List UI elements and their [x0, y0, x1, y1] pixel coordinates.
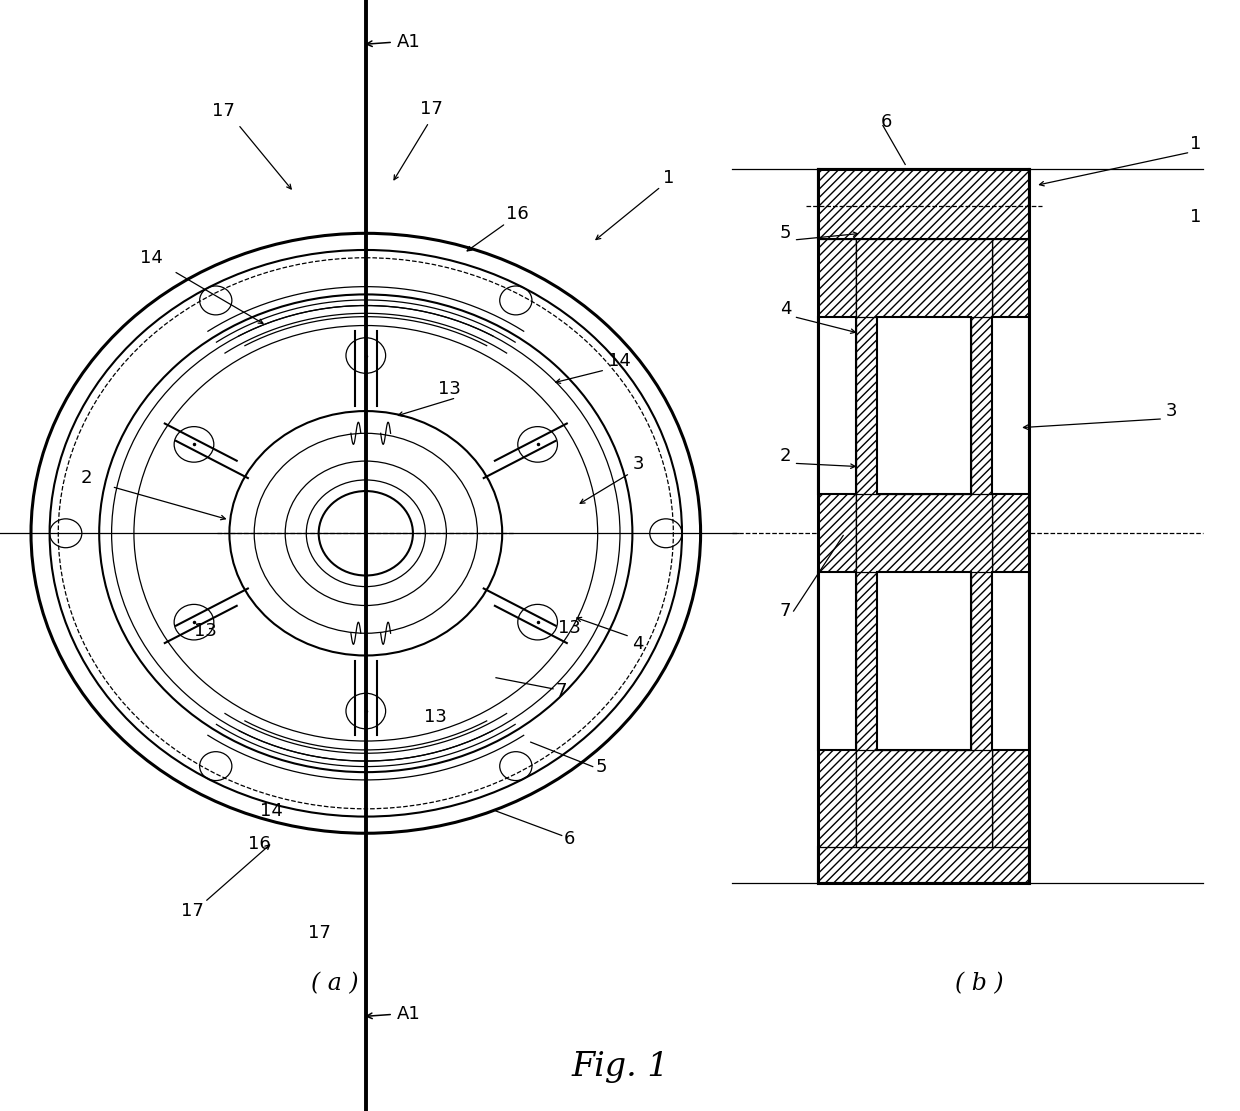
Text: 13: 13: [195, 622, 217, 640]
Text: 3: 3: [1166, 402, 1177, 420]
Text: 5: 5: [595, 758, 606, 775]
Polygon shape: [992, 572, 1029, 750]
Text: 14: 14: [140, 249, 162, 267]
Polygon shape: [818, 572, 856, 750]
Text: 13: 13: [424, 708, 446, 725]
Polygon shape: [971, 239, 992, 847]
Text: 4: 4: [632, 635, 644, 653]
Text: 17: 17: [212, 102, 234, 120]
Text: 16: 16: [248, 835, 270, 853]
Text: A1: A1: [397, 1005, 420, 1023]
Polygon shape: [818, 317, 856, 494]
Polygon shape: [818, 169, 1029, 239]
Text: 4: 4: [780, 300, 791, 318]
Text: 3: 3: [632, 456, 644, 473]
Text: 14: 14: [608, 352, 630, 370]
Polygon shape: [992, 239, 1029, 847]
Text: 7: 7: [556, 682, 567, 700]
Text: 1: 1: [1190, 136, 1202, 153]
Polygon shape: [856, 239, 877, 847]
Text: 13: 13: [558, 619, 580, 637]
Text: 16: 16: [506, 206, 528, 223]
Polygon shape: [856, 494, 992, 572]
Text: 17: 17: [181, 902, 203, 920]
Polygon shape: [856, 750, 992, 847]
Text: 6: 6: [880, 113, 892, 131]
Text: 17: 17: [420, 100, 443, 118]
Text: 13: 13: [439, 380, 461, 398]
Text: 17: 17: [309, 924, 331, 942]
Text: 1: 1: [1190, 208, 1202, 226]
Polygon shape: [856, 239, 992, 317]
Polygon shape: [818, 847, 1029, 883]
Text: ( a ): ( a ): [311, 972, 358, 994]
Text: 1: 1: [663, 169, 675, 187]
Text: A1: A1: [397, 33, 420, 51]
Text: 6: 6: [564, 830, 575, 848]
Polygon shape: [992, 317, 1029, 494]
Text: 14: 14: [260, 802, 283, 820]
Text: 2: 2: [780, 447, 791, 464]
Text: 7: 7: [780, 602, 791, 620]
Text: ( b ): ( b ): [955, 972, 1004, 994]
Text: 5: 5: [780, 224, 791, 242]
Text: Fig. 1: Fig. 1: [572, 1051, 668, 1082]
Text: 2: 2: [81, 469, 93, 487]
Polygon shape: [877, 572, 971, 750]
Polygon shape: [877, 317, 971, 494]
Polygon shape: [818, 239, 856, 847]
